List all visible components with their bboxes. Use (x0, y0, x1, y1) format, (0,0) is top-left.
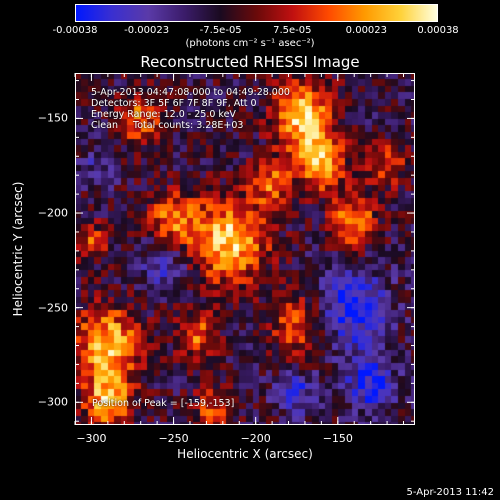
annotation-time-range: 5-Apr-2013 04:47:08.000 to 04:49:28.000 (91, 87, 290, 98)
y-axis-label: Heliocentric Y (arcsec) (11, 181, 25, 317)
colorbar (75, 4, 438, 22)
colorbar-tick-label: 0.00023 (345, 25, 388, 36)
x-tick-label: −200 (240, 432, 271, 445)
colorbar-tick-label: -0.00023 (124, 25, 170, 36)
annotation-energy-range: Energy Range: 12.0 - 25.0 keV (91, 109, 236, 120)
annotation-detectors: Detectors: 3F 5F 6F 7F 8F 9F, Att 0 (91, 98, 257, 109)
x-tick-label: −300 (76, 432, 107, 445)
x-tick-label: −150 (322, 432, 353, 445)
y-tick-label: −200 (37, 206, 68, 220)
y-tick-label: −150 (37, 111, 68, 125)
annotation-peak-position: Position of Peak = [-159,-153] (92, 398, 235, 409)
y-tick-label: −250 (37, 301, 68, 315)
x-tick-label: −250 (158, 432, 189, 445)
heatmap-image (75, 73, 415, 425)
x-axis-label: Heliocentric X (arcsec) (177, 447, 313, 461)
date-stamp: 5-Apr-2013 11:42 (406, 487, 494, 498)
colorbar-tick-label: -7.5e-05 (199, 25, 242, 36)
annotation-clean-counts: Clean Total counts: 3.28E+03 (91, 120, 244, 131)
plot-frame: 5-Apr-2013 04:47:08.000 to 04:49:28.000 … (75, 73, 415, 425)
colorbar-tick-label: 7.5e-05 (273, 25, 312, 36)
colorbar-tick-label: -0.00038 (52, 25, 98, 36)
colorbar-tick-label: 0.00038 (417, 25, 459, 36)
y-tick-label: −300 (37, 395, 68, 409)
chart-title: Reconstructed RHESSI Image (140, 53, 360, 71)
colorbar-units-label: (photons cm⁻² s⁻¹ asec⁻²) (185, 38, 315, 49)
